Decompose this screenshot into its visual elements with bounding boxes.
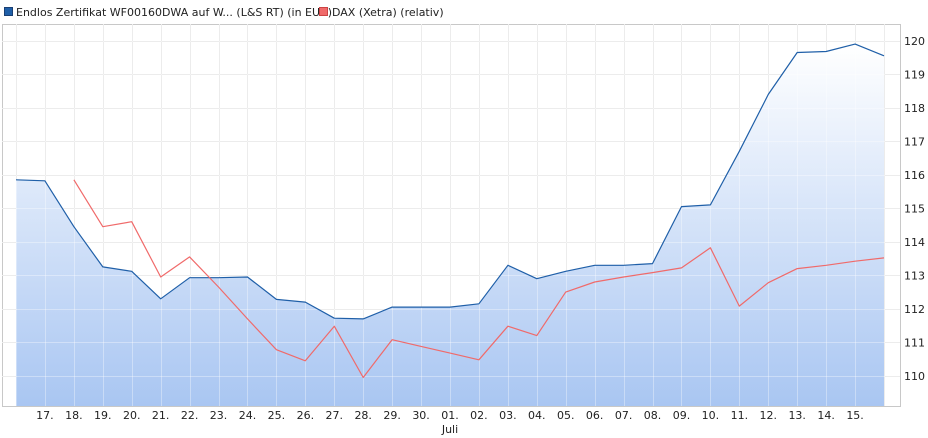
x-tick-label: 11. — [731, 409, 749, 422]
x-tick-label: 22. — [181, 409, 199, 422]
x-tick-label: 21. — [152, 409, 170, 422]
y-tick-label: 111 — [904, 336, 925, 349]
x-tick-label: 20. — [123, 409, 141, 422]
x-tick-label: 06. — [586, 409, 604, 422]
x-tick-label: 17. — [36, 409, 54, 422]
y-tick-label: 110 — [904, 370, 925, 383]
x-tick-label: 23. — [210, 409, 228, 422]
x-tick-label: 13. — [788, 409, 806, 422]
y-tick-label: 117 — [904, 135, 925, 148]
x-tick-label: 25. — [268, 409, 286, 422]
x-tick-label: 30. — [412, 409, 430, 422]
x-tick-label: 29. — [383, 409, 401, 422]
y-tick-label: 115 — [904, 202, 925, 215]
y-tick-label: 114 — [904, 236, 925, 249]
x-tick-label: 26. — [297, 409, 315, 422]
x-tick-label: 08. — [644, 409, 662, 422]
legend-label-dax: DAX (Xetra) (relativ) — [332, 6, 444, 19]
x-tick-label: 19. — [94, 409, 112, 422]
x-tick-label: 15. — [846, 409, 864, 422]
x-tick-label: 18. — [65, 409, 83, 422]
x-month-label: Juli — [441, 423, 458, 436]
y-tick-label: 112 — [904, 303, 925, 316]
legend-label-endlos-zertifikat: Endlos Zertifikat WF00160DWA auf W... (L… — [16, 6, 332, 19]
legend-swatch-endlos-zertifikat — [4, 7, 13, 16]
x-tick-label: 14. — [817, 409, 835, 422]
legend-swatch-dax — [319, 7, 328, 16]
x-tick-label: 09. — [673, 409, 691, 422]
y-tick-label: 113 — [904, 269, 925, 282]
series-area-endlos-zertifikat — [16, 44, 884, 406]
x-tick-label: 04. — [528, 409, 546, 422]
y-tick-label: 120 — [904, 35, 925, 48]
x-tick-label: 05. — [557, 409, 575, 422]
x-tick-label: 12. — [760, 409, 778, 422]
x-tick-label: 28. — [354, 409, 372, 422]
x-tick-label: 24. — [239, 409, 257, 422]
y-tick-label: 119 — [904, 68, 925, 81]
x-tick-label: 03. — [499, 409, 517, 422]
x-tick-label: 10. — [702, 409, 720, 422]
x-tick-label: 01. — [441, 409, 459, 422]
x-tick-label: 27. — [326, 409, 344, 422]
y-tick-label: 118 — [904, 102, 925, 115]
x-tick-label: 02. — [470, 409, 488, 422]
y-tick-label: 116 — [904, 169, 925, 182]
series-line-endlos-zertifikat — [15, 43, 885, 320]
series-line-dax — [73, 179, 885, 379]
x-tick-label: 07. — [615, 409, 633, 422]
